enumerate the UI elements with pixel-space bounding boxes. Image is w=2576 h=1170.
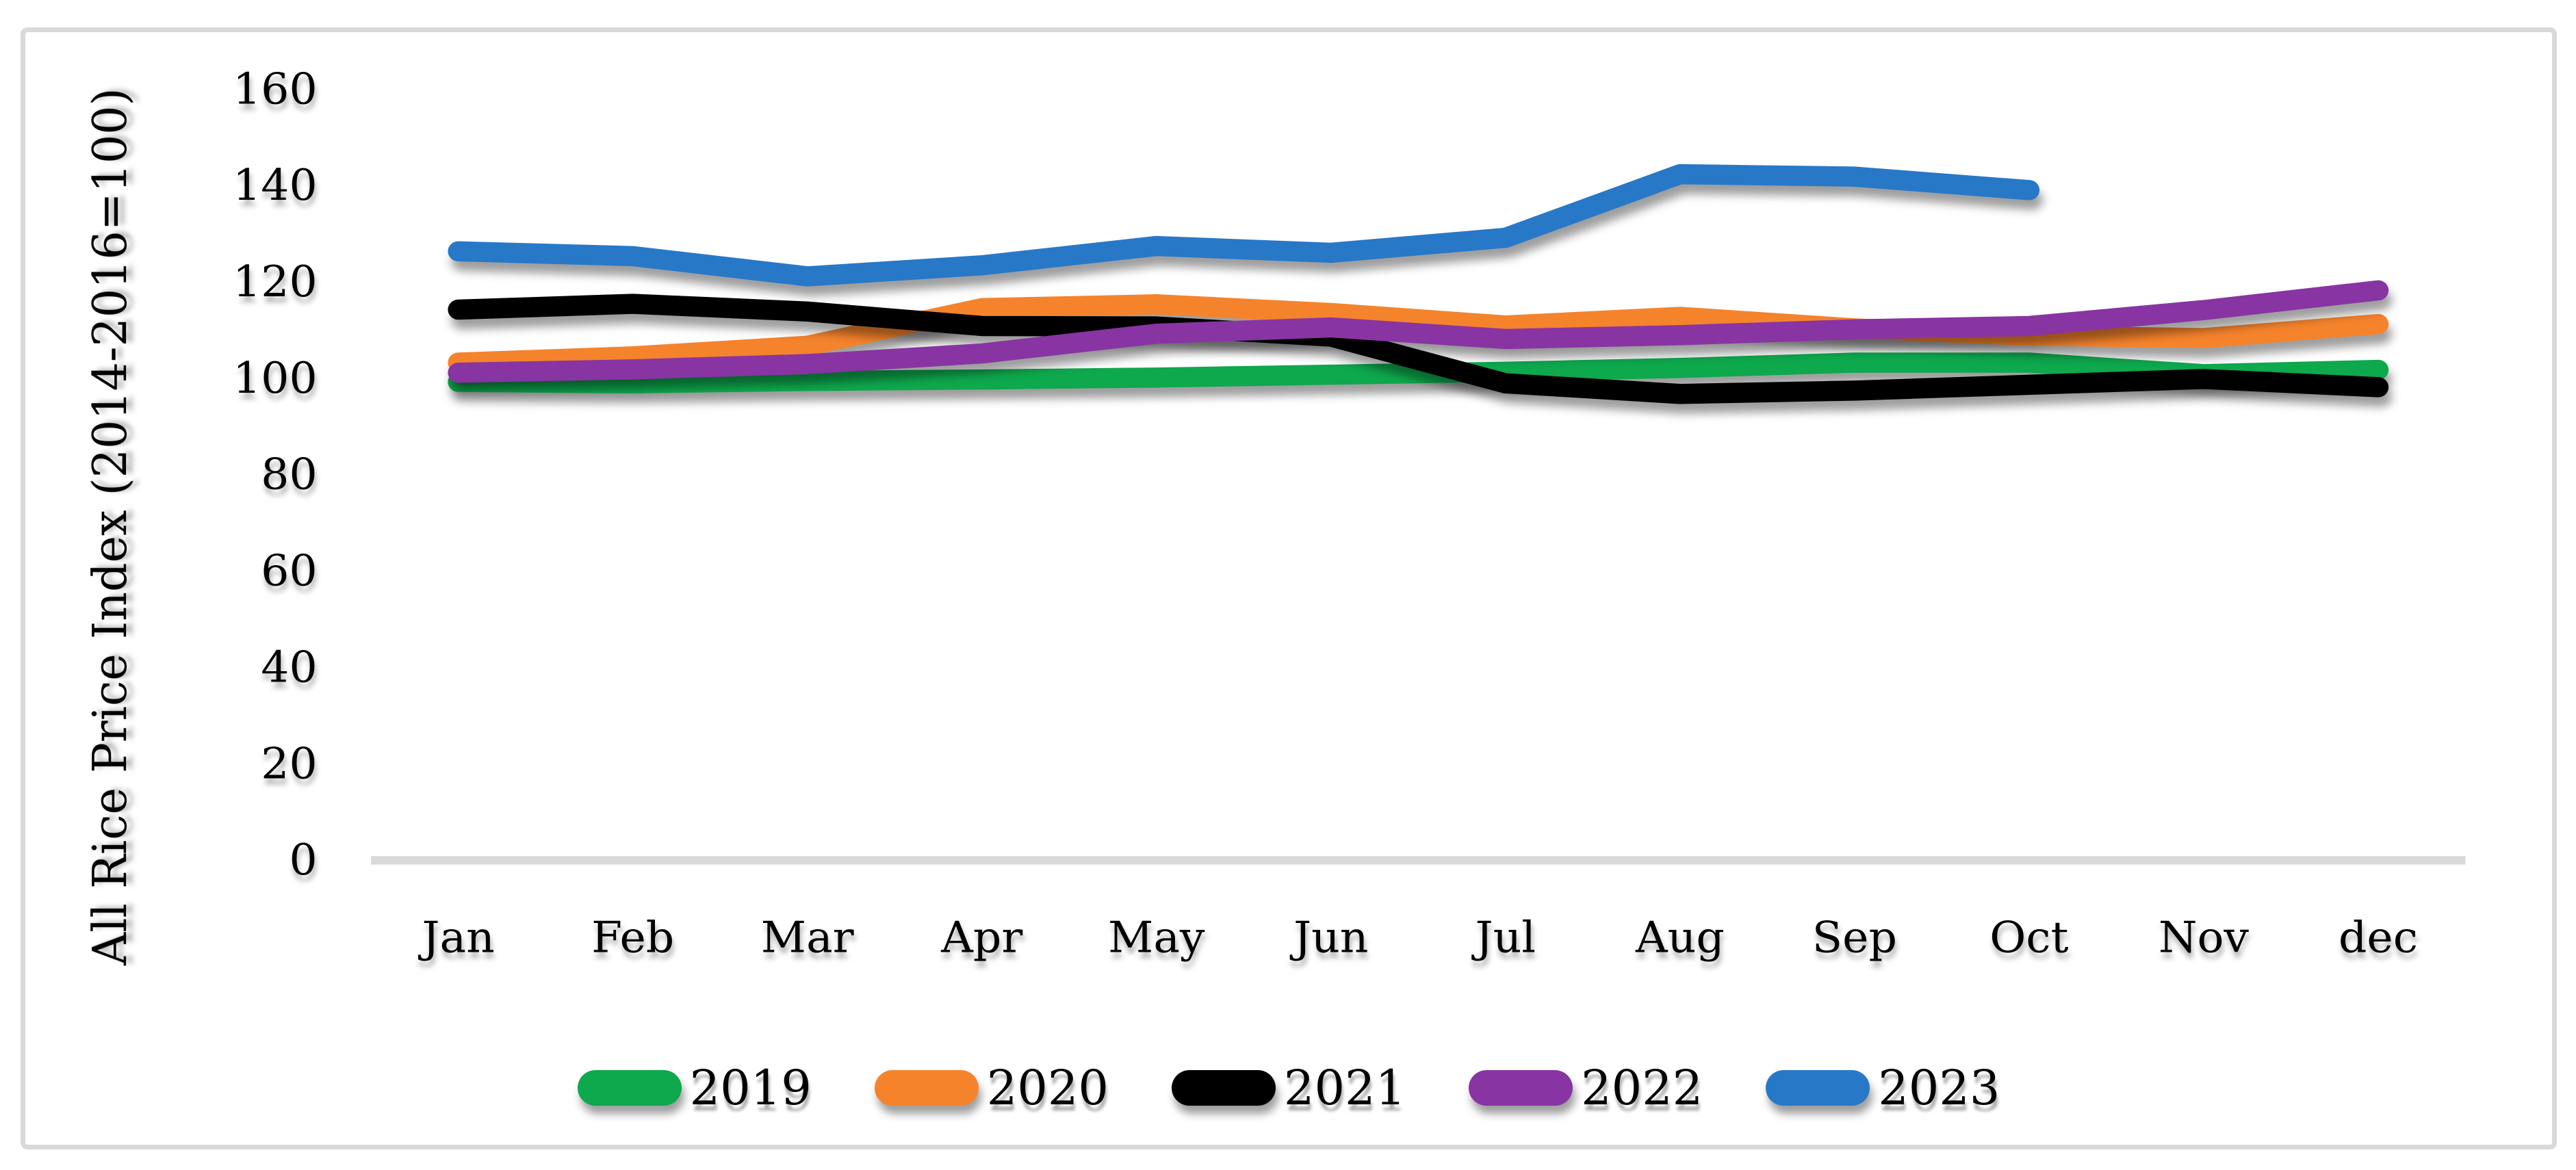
x-category-label: Jul (1471, 913, 1536, 963)
legend-item-2023: 2023 (1766, 1064, 2000, 1112)
y-tick-label: 120 (233, 257, 318, 307)
x-category-label: dec (2339, 913, 2418, 963)
plot-area: All Rice Price Index (2014-2016=100) 0 20… (82, 64, 2466, 966)
x-category-label: Apr (940, 913, 1023, 963)
legend-label-2019: 2019 (689, 1060, 812, 1116)
legend-swatch-2023 (1766, 1070, 1870, 1106)
series-line-2022 (448, 280, 2389, 383)
legend-swatch-2019 (577, 1070, 682, 1106)
y-tick-label: 160 (233, 64, 318, 114)
x-category-label: Nov (2159, 913, 2249, 963)
x-category-label: Mar (761, 913, 854, 963)
legend-item-2020: 2020 (874, 1060, 1109, 1116)
y-tick-label: 20 (261, 739, 317, 789)
series-line-2019 (448, 352, 2389, 394)
legend-item-2019: 2019 (577, 1060, 812, 1116)
legend-label-2022: 2022 (1581, 1060, 1703, 1116)
legend-swatch-2021 (1171, 1070, 1276, 1106)
x-category-label: Sep (1812, 913, 1897, 963)
y-tick-label: 80 (261, 450, 317, 500)
legend-label-2023: 2023 (1878, 1060, 2000, 1116)
figure-container: All Rice Price Index (2014-2016=100) 0 20… (21, 27, 2557, 1149)
legend-label-2020: 2020 (986, 1060, 1109, 1116)
y-axis-title: All Rice Price Index (2014-2016=100) (82, 88, 137, 965)
series-line-2020 (448, 294, 2389, 373)
legend-swatch-2020 (874, 1070, 979, 1106)
legend-item-2022: 2022 (1469, 1064, 1703, 1112)
chart-svg: All Rice Price Index (2014-2016=100) 0 20… (82, 64, 2466, 966)
y-tick-label: 60 (261, 546, 317, 596)
legend-swatch-2022 (1469, 1070, 1573, 1106)
y-tick-label: 40 (261, 642, 317, 692)
x-category-label: Jun (1289, 913, 1368, 963)
series-line-2023 (448, 164, 2040, 287)
y-tick-label: 140 (233, 161, 318, 211)
legend-label-2021: 2021 (1283, 1060, 1406, 1116)
y-tick-label: 100 (233, 354, 318, 404)
legend: 2019 2020 2021 2022 2023 (25, 1057, 2552, 1119)
x-category-label: Feb (591, 913, 674, 963)
legend-item-2021: 2021 (1171, 1060, 1406, 1116)
x-category-label: Oct (1989, 913, 2069, 963)
y-tick-label: 0 (289, 835, 317, 885)
x-category-label: Aug (1635, 913, 1725, 963)
x-category-label: May (1108, 913, 1205, 963)
series-line-2021 (448, 294, 2389, 404)
x-category-label: Jan (417, 913, 494, 963)
